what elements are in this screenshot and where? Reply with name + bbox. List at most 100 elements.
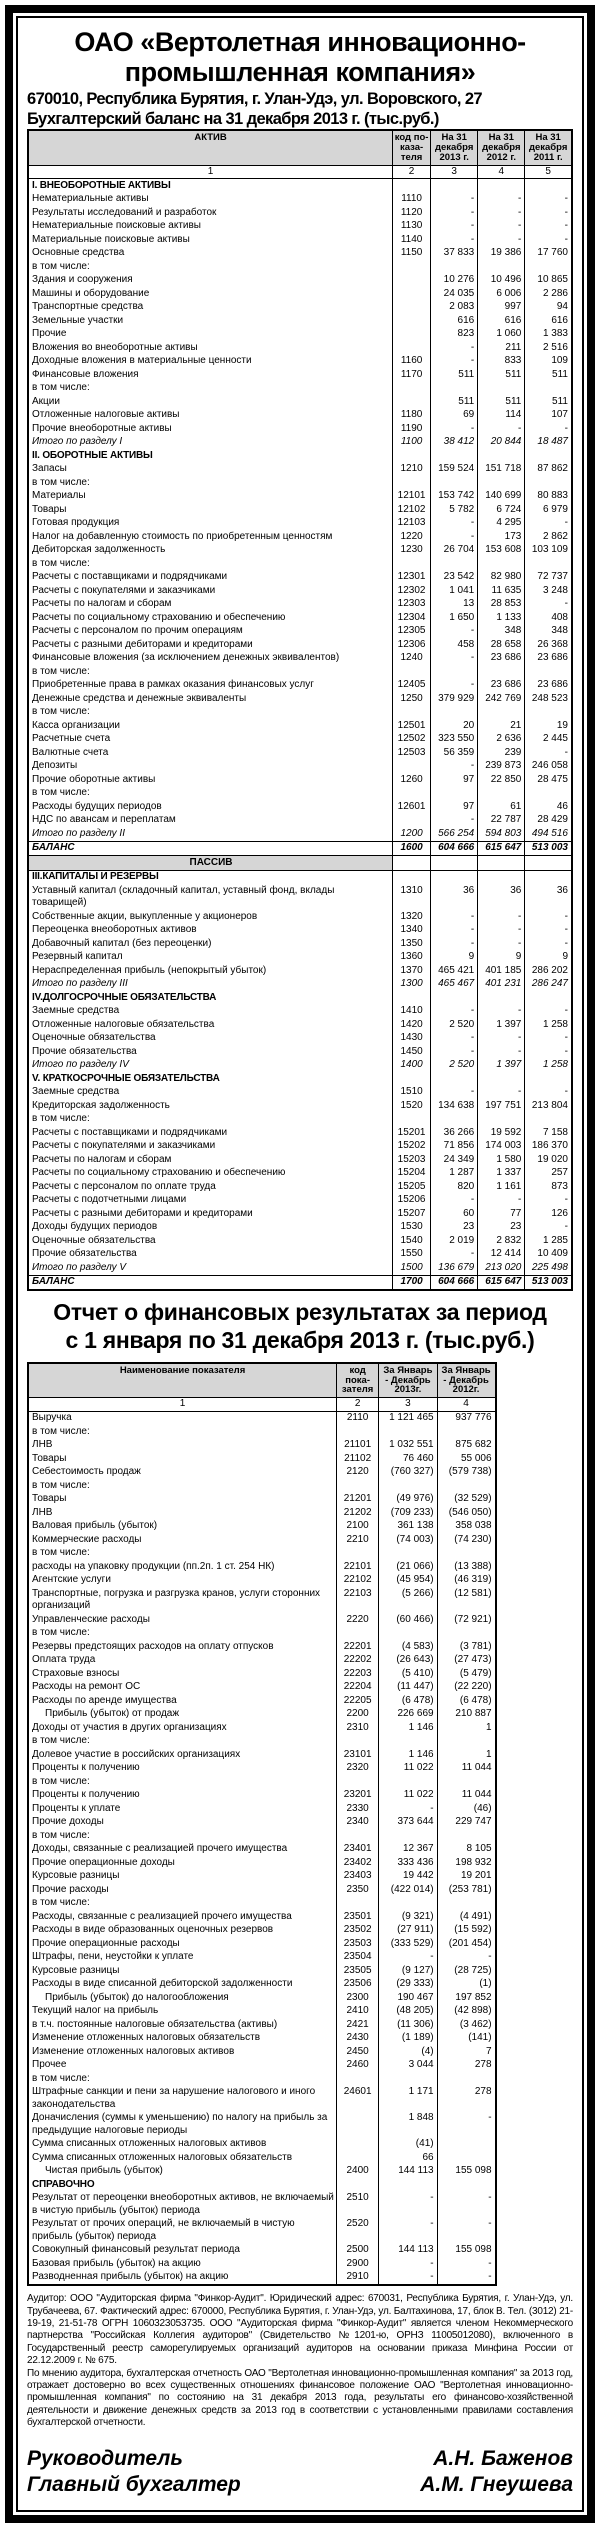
row-value-cell: 19 386 [477,246,526,261]
row-code-cell [392,449,432,463]
table-row: НДС по авансам и переплатам -22 787 28 429 [27,813,573,828]
table-row: Отложенные налоговые активы 1180 69 114 107 [27,408,573,423]
table-row: Расходы в виде образованных оценочных ре… [27,1923,497,1938]
row-value-cell: 12 367 [378,1842,438,1857]
table-row: Изменение отложенных налоговых обязатель… [27,2031,497,2046]
row-value-cell: (333 529) [378,1937,438,1951]
row-value-cell: (201 454) [436,1937,497,1951]
row-value-cell: - [477,192,526,207]
row-code-cell: 1140 [392,233,432,247]
row-title-cell: Кредиторская задолженность [27,1099,394,1113]
row-code-cell [336,2111,380,2138]
row-title-cell: Прочие обязательства [27,1045,394,1059]
row-code-cell: 12303 [392,597,432,612]
row-code-cell: 2310 [336,1721,380,1735]
row-value-cell: 26 704 [430,543,479,558]
row-value-cell [477,1072,526,1086]
row-value-cell: - [524,219,573,234]
table-row: Материалы 12101 153 742 140 699 80 883 [27,489,573,504]
row-value-cell [524,476,573,490]
row-value-cell: (4 491) [436,1910,497,1924]
row-value-cell: 2 636 [477,732,526,747]
row-value-cell: (253 781) [436,1883,497,1897]
signature-row-accountant: Главный бухгалтер А.М. Гнеушева [27,2472,573,2498]
row-code-cell: 2410 [336,2004,380,2019]
table-row: Оценочные обязательства 1540 2 019 2 832 1 2… [27,1234,573,1248]
row-title-cell: Земельные участки [27,314,394,328]
row-code-cell: 1310 [392,884,432,911]
table-row: Расчеты с поставщиками и подрядчиками 152… [27,1126,573,1140]
row-title-cell: Валовая прибыль (убыток) [27,1519,338,1534]
row-value-cell: 358 038 [436,1519,497,1534]
row-value-cell [524,260,573,274]
row-code-cell: 2430 [336,2031,380,2046]
row-title-cell: Нематериальные активы [27,192,394,207]
colnum: 1 [27,1397,338,1412]
row-value-cell: (141) [436,2031,497,2046]
row-value-cell: (27 473) [436,1653,497,1668]
row-code-cell: 15203 [392,1153,432,1167]
row-value-cell: 225 498 [524,1261,573,1276]
row-value-cell: 11 635 [477,584,526,598]
row-code-cell: 1110 [392,192,432,207]
row-code-cell [336,2072,380,2086]
table-row: Результат от переоценки внеоборотных акт… [27,2191,497,2218]
row-value-cell [436,1829,497,1843]
row-value-cell: 1 [436,1721,497,1735]
row-value-cell: - [430,1085,479,1100]
row-value-cell: 1 146 [378,1748,438,1762]
row-title-cell: Доходы будущих периодов [27,1220,394,1235]
table-row: Расчеты с персоналом по оплате труда 1520… [27,1180,573,1194]
row-value-cell: - [477,1031,526,1046]
row-code-cell: 1240 [392,651,432,666]
income-statement-table: Наименование показателя код пока- зателя… [27,1361,497,2287]
row-value-cell [378,1829,438,1843]
row-value-cell: 80 883 [524,489,573,504]
row-value-cell: 36 [430,884,479,911]
signature-row-director: Руководитель А.Н. Баженов [27,2446,573,2472]
row-value-cell: 213 020 [477,1261,526,1276]
row-title-cell: Собственные акции, выкупленные у акционе… [27,910,394,924]
row-title-cell: Агентские услуги [27,1573,338,1588]
row-value-cell: 19 592 [477,1126,526,1140]
row-value-cell: 20 844 [477,435,526,450]
row-value-cell [477,665,526,679]
row-code-cell: 2900 [336,2257,380,2271]
row-value-cell: (579 738) [436,1465,497,1480]
row-code-cell [336,1734,380,1749]
row-value-cell: 833 [477,354,526,369]
table-row: Касса организации 12501 20 21 19 [27,719,573,733]
row-value-cell: (9 321) [378,1910,438,1924]
row-title-cell: Итого по разделу IV [27,1058,394,1073]
table-row: Материальные поисковые активы 1140- - - [27,233,573,247]
table-row: в т.ч. постоянные налоговые обязательств… [27,2018,497,2032]
row-code-cell [392,759,432,774]
row-code-cell: 23403 [336,1869,380,1884]
row-code-cell [392,813,432,828]
row-value-cell: (6 478) [436,1694,497,1708]
row-value-cell: (46) [436,1802,497,1816]
table-row: Денежные средства и денежные эквиваленты… [27,692,573,706]
row-title-cell: Оценочные обязательства [27,1234,394,1248]
row-code-cell: 22101 [336,1560,380,1574]
row-value-cell: 36 266 [430,1126,479,1140]
row-code-cell: 21101 [336,1438,380,1453]
row-title-cell: Расчеты с покупателями и заказчиками [27,1139,394,1154]
table-row: Доходные вложения в материальные ценност… [27,354,573,369]
row-code-cell: 1160 [392,354,432,369]
row-title-cell: Отложенные налоговые активы [27,408,394,423]
row-value-cell [477,705,526,720]
row-value-cell: 615 647 [477,1274,526,1291]
row-value-cell [430,178,479,193]
row-code-cell: 21201 [336,1492,380,1507]
table-row: Нераспределенная прибыль (непокрытый убы… [27,964,573,978]
row-value-cell: 10 409 [524,1247,573,1262]
row-value-cell: 140 699 [477,489,526,504]
row-value-cell: 136 679 [430,1261,479,1276]
row-value-cell: (41) [378,2137,438,2152]
row-value-cell: 323 550 [430,732,479,747]
row-title-cell: Результат от прочих операций, не включае… [27,2217,338,2244]
row-value-cell: 1 397 [477,1018,526,1032]
row-code-cell: 23501 [336,1910,380,1924]
table-row: II. ОБОРОТНЫЕ АКТИВЫ [27,449,573,463]
